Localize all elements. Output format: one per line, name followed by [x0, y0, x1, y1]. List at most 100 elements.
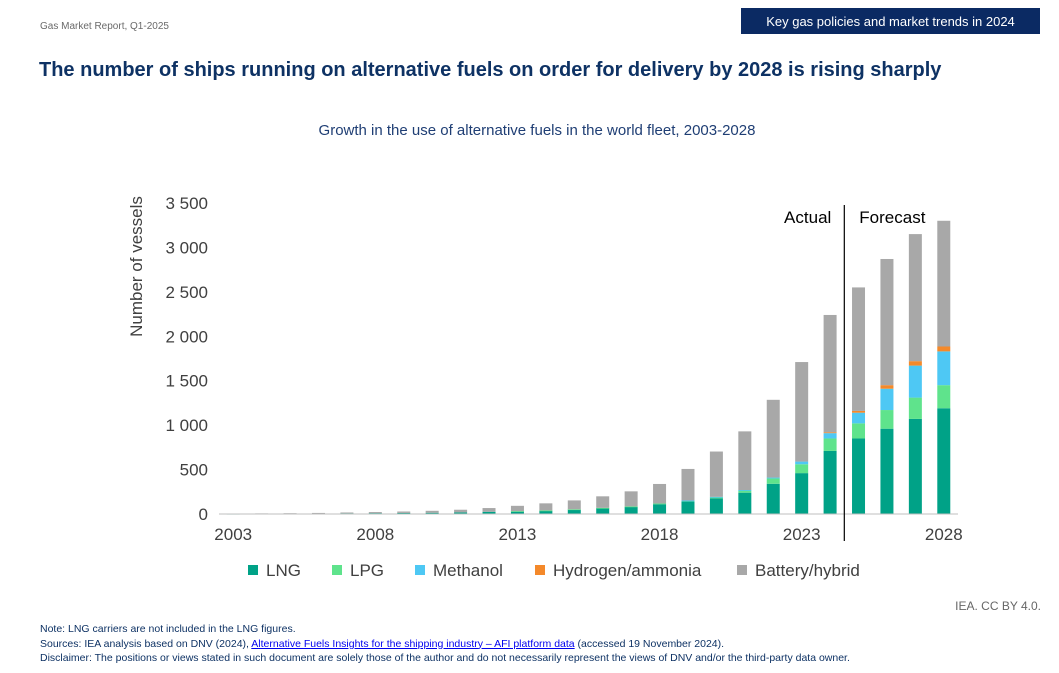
bar-lpg-2024 — [823, 438, 837, 451]
sources-line: Sources: IEA analysis based on DNV (2024… — [40, 637, 1040, 652]
bar-hydrogen-ammonia-2027 — [908, 361, 922, 366]
bar-hydrogen-ammonia-2025 — [852, 410, 866, 413]
y-tick-label: 500 — [180, 461, 208, 480]
bar-lng-2013 — [510, 511, 524, 514]
bar-lpg-2015 — [567, 509, 581, 511]
bar-battery-hybrid-2025 — [852, 287, 866, 411]
bar-lng-2018 — [653, 504, 667, 514]
bar-hydrogen-ammonia-2028 — [937, 346, 951, 352]
bar-methanol-2019 — [681, 500, 695, 502]
bar-battery-hybrid-2026 — [880, 258, 894, 386]
bar-lng-2022 — [766, 483, 780, 514]
legend-label-hydrogen-ammonia: Hydrogen/ammonia — [553, 561, 702, 580]
bar-battery-hybrid-2006 — [311, 512, 325, 514]
bar-battery-hybrid-2018 — [653, 483, 667, 504]
y-tick-label: 3 000 — [165, 238, 208, 257]
bar-lng-2020 — [709, 498, 723, 514]
bar-lpg-2020 — [709, 497, 723, 499]
note-text: Note: LNG carriers are not included in t… — [40, 623, 296, 635]
bar-lng-2009 — [397, 512, 411, 514]
page-title: The number of ships running on alternati… — [39, 59, 942, 81]
legend-swatch-lpg — [332, 565, 342, 575]
y-axis-label: Number of vessels — [127, 196, 146, 337]
bar-battery-hybrid-2016 — [596, 496, 610, 508]
bar-battery-hybrid-2013 — [510, 505, 524, 512]
bar-battery-hybrid-2009 — [397, 511, 411, 513]
x-tick-label: 2028 — [925, 525, 963, 544]
bar-methanol-2028 — [937, 351, 951, 386]
bar-battery-hybrid-2027 — [908, 234, 922, 362]
bar-methanol-2021 — [738, 490, 752, 491]
section-tag: Key gas policies and market trends in 20… — [741, 8, 1040, 34]
legend-swatch-battery-hybrid — [737, 565, 747, 575]
bar-lpg-2018 — [653, 503, 667, 505]
bar-battery-hybrid-2010 — [425, 510, 439, 513]
bar-battery-hybrid-2011 — [454, 509, 468, 513]
bar-methanol-2026 — [880, 388, 894, 411]
bar-battery-hybrid-2012 — [482, 508, 496, 512]
bar-lpg-2028 — [937, 385, 951, 409]
bar-lng-2014 — [539, 510, 553, 514]
bar-lng-2023 — [795, 473, 809, 514]
bar-battery-hybrid-2028 — [937, 220, 951, 347]
bar-lpg-2023 — [795, 464, 809, 474]
bar-lpg-2016 — [596, 507, 610, 509]
bar-hydrogen-ammonia-2026 — [880, 385, 894, 389]
annotation-actual: Actual — [784, 208, 831, 227]
sources-link[interactable]: Alternative Fuels Insights for the shipp… — [251, 637, 575, 650]
bar-battery-hybrid-2023 — [795, 362, 809, 462]
legend-label-battery-hybrid: Battery/hybrid — [755, 561, 860, 580]
bar-battery-hybrid-2008 — [368, 512, 382, 514]
sources-prefix: Sources: IEA analysis based on DNV (2024… — [40, 637, 252, 650]
bar-battery-hybrid-2015 — [567, 500, 581, 510]
footnotes: Note: LNG carriers are not included in t… — [40, 622, 1040, 666]
y-tick-label: 0 — [199, 505, 208, 524]
y-tick-label: 1 500 — [165, 372, 208, 391]
bar-methanol-2024 — [823, 433, 837, 439]
bar-lpg-2021 — [738, 490, 752, 493]
x-tick-label: 2013 — [499, 525, 537, 544]
bar-lng-2026 — [880, 428, 894, 514]
sources-suffix: (accessed 19 November 2024). — [574, 637, 725, 650]
bar-lng-2025 — [852, 438, 866, 514]
section-tag-text: Key gas policies and market trends in 20… — [766, 13, 1015, 29]
bar-lpg-2027 — [908, 397, 922, 419]
bar-methanol-2020 — [709, 496, 723, 498]
bar-lng-2028 — [937, 408, 951, 514]
bar-methanol-2027 — [908, 365, 922, 398]
annotation-forecast: Forecast — [859, 208, 925, 227]
bar-lng-2017 — [624, 506, 638, 514]
y-tick-label: 1 000 — [165, 416, 208, 435]
bar-battery-hybrid-2007 — [340, 512, 354, 514]
bar-lpg-2022 — [766, 478, 780, 484]
bar-lpg-2013 — [510, 511, 524, 512]
x-tick-label: 2003 — [214, 525, 252, 544]
bar-battery-hybrid-2017 — [624, 491, 638, 507]
legend-label-lpg: LPG — [350, 561, 384, 580]
bar-lpg-2014 — [539, 510, 553, 512]
bar-battery-hybrid-2021 — [738, 431, 752, 491]
bar-lng-2010 — [425, 512, 439, 514]
y-tick-label: 2 500 — [165, 283, 208, 302]
x-tick-label: 2008 — [356, 525, 394, 544]
y-tick-label: 3 500 — [165, 194, 208, 213]
bar-lng-2015 — [567, 509, 581, 514]
bar-lpg-2026 — [880, 410, 894, 429]
chart-title: Growth in the use of alternative fuels i… — [318, 122, 756, 139]
legend-swatch-methanol — [415, 565, 425, 575]
bar-battery-hybrid-2024 — [823, 314, 837, 433]
legend-label-methanol: Methanol — [433, 561, 503, 580]
bar-methanol-2025 — [852, 412, 866, 424]
x-tick-label: 2023 — [783, 525, 821, 544]
bar-lpg-2025 — [852, 423, 866, 439]
bar-methanol-2022 — [766, 477, 780, 479]
bar-lpg-2017 — [624, 506, 638, 508]
legend-swatch-hydrogen-ammonia — [535, 565, 545, 575]
bar-battery-hybrid-2019 — [681, 468, 695, 501]
bar-battery-hybrid-2020 — [709, 451, 723, 497]
bar-lng-2021 — [738, 492, 752, 514]
stacked-bar-chart: 0 500 1 000 1 500 2 000 2 500 3 000 3 500 Number… — [127, 194, 963, 580]
bar-lng-2011 — [454, 512, 468, 514]
bar-battery-hybrid-2022 — [766, 399, 780, 478]
bar-lng-2027 — [908, 418, 922, 514]
